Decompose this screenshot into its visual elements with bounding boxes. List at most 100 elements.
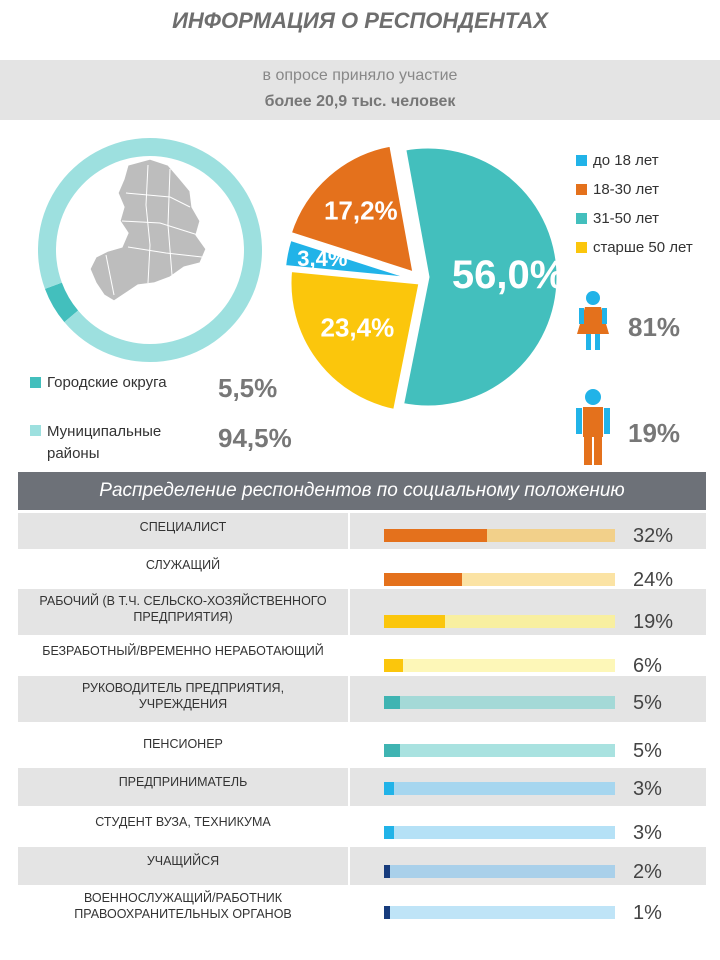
- legend-swatch-31-50: [576, 213, 587, 224]
- bar-label-line: ПРЕДПРИНИМАТЕЛЬ: [118, 775, 248, 789]
- pie-slice-18-30: [288, 143, 416, 276]
- legend-swatch-under18: [576, 155, 587, 166]
- bar-row-pupil: УЧАЩИЙСЯ 2%: [18, 847, 706, 885]
- urban-percent: 5,5%: [218, 373, 278, 403]
- bar-track-manager: [384, 696, 615, 709]
- bar-row-worker: РАБОЧИЙ (В Т.Ч. СЕЛЬСКО-ХОЗЯЙСТВЕННОГО ПР…: [18, 589, 706, 635]
- legend-label-over50: старше 50 лет: [593, 239, 693, 256]
- bar-label-pupil: УЧАЩИЙСЯ: [18, 853, 348, 869]
- bar-value-entrepreneur: 3%: [633, 778, 662, 800]
- bar-label-manager: РУКОВОДИТЕЛЬ ПРЕДПРИЯТИЯ, УЧРЕЖДЕНИЯ: [18, 680, 348, 712]
- legend-label-18-30: 18-30 лет: [593, 181, 659, 198]
- subtitle-band: [0, 60, 720, 120]
- bar-pupil: [384, 865, 391, 878]
- bar-label-employee: СЛУЖАЩИЙ: [18, 557, 348, 573]
- bar-row-entrepreneur: ПРЕДПРИНИМАТЕЛЬ 3%: [18, 768, 706, 806]
- bar-track-pupil: [384, 865, 615, 878]
- bar-value-unemployed: 6%: [633, 655, 662, 677]
- bar-label-line: ПЕНСИОНЕР: [143, 737, 223, 751]
- bar-value-student: 3%: [633, 822, 662, 844]
- pie-label-over50: 23,4%: [321, 312, 395, 342]
- legend-label-municipal-2: районы: [47, 445, 100, 462]
- bar-row-pensioner: ПЕНСИОНЕР 5%: [18, 730, 706, 766]
- bar-value-specialist: 32%: [633, 525, 674, 547]
- bar-label-line: РУКОВОДИТЕЛЬ ПРЕДПРИЯТИЯ,: [81, 681, 285, 695]
- legend-label-31-50: 31-50 лет: [593, 210, 659, 227]
- donut-segment-urban: [44, 282, 79, 323]
- bar-row-specialist: СПЕЦИАЛИСТ 32%: [18, 513, 706, 549]
- bar-employee: [384, 573, 462, 586]
- bar-row-manager: РУКОВОДИТЕЛЬ ПРЕДПРИЯТИЯ, УЧРЕЖДЕНИЯ 5%: [18, 676, 706, 722]
- legend-swatch-urban: [30, 377, 41, 388]
- bar-specialist: [384, 529, 488, 542]
- bar-worker: [384, 615, 446, 628]
- bar-track-unemployed: [384, 659, 615, 672]
- municipal-percent: 94,5%: [218, 423, 292, 453]
- age-legend: до 18 лет 18-30 лет 31-50 лет старше 50 …: [576, 152, 693, 256]
- bar-label-military: ВОЕННОСЛУЖАЩИЙ/РАБОТНИК ПРАВООХРАНИТЕЛЬНЫ…: [18, 890, 348, 922]
- female-percent: 81%: [628, 312, 681, 342]
- bar-track-employee: [384, 573, 615, 586]
- legend-swatch-over50: [576, 242, 587, 253]
- bar-label-line: РАБОЧИЙ (В Т.Ч. СЕЛЬСКО-ХОЗЯЙСТВЕННОГО: [39, 594, 327, 608]
- donut-ring: [38, 138, 262, 362]
- bar-label-pensioner: ПЕНСИОНЕР: [18, 736, 348, 752]
- bar-label-line: БЕЗРАБОТНЫЙ/ВРЕМЕННО НЕРАБОТАЮЩИЙ: [42, 644, 324, 658]
- bar-value-pupil: 2%: [633, 861, 662, 883]
- bar-student: [384, 826, 394, 839]
- bar-value-military: 1%: [633, 902, 662, 924]
- bar-track-military: [384, 906, 615, 919]
- bar-chart-title: Распределение респондентов по социальном…: [18, 472, 706, 510]
- pie-label-31-50: 56,0%: [452, 253, 565, 297]
- legend-urban: Городские округа: [30, 374, 167, 391]
- legend-municipal: Муниципальные районы: [30, 421, 161, 465]
- bar-track-specialist: [384, 529, 615, 542]
- male-percent: 19%: [628, 418, 681, 448]
- legend-swatch-municipal: [30, 425, 41, 436]
- subtitle-line-1: в опросе приняло участие: [262, 67, 458, 84]
- bar-track-worker: [384, 615, 615, 628]
- legend-item-18-30: 18-30 лет: [576, 181, 693, 198]
- bar-label-worker: РАБОЧИЙ (В Т.Ч. СЕЛЬСКО-ХОЗЯЙСТВЕННОГО ПР…: [18, 593, 348, 625]
- bar-label-line: СЛУЖАЩИЙ: [145, 558, 221, 572]
- bar-label-line: УЧРЕЖДЕНИЯ: [138, 697, 228, 711]
- bar-track-pensioner: [384, 744, 615, 757]
- legend-item-31-50: 31-50 лет: [576, 210, 693, 227]
- row-divider: [348, 676, 350, 722]
- bar-row-military: ВОЕННОСЛУЖАЩИЙ/РАБОТНИК ПРАВООХРАНИТЕЛЬНЫ…: [18, 886, 706, 932]
- pie-slice-under18: [282, 237, 415, 281]
- bar-military: [384, 906, 390, 919]
- bar-label-line: УЧАЩИЙСЯ: [146, 854, 220, 868]
- legend-label-urban: Городские округа: [47, 374, 167, 391]
- legend-label-municipal-1: Муниципальные: [47, 423, 162, 440]
- subtitle-line-2: более 20,9 тыс. человек: [264, 93, 456, 110]
- bar-label-line: ПРАВООХРАНИТЕЛЬНЫХ ОРГАНОВ: [74, 907, 292, 921]
- bar-unemployed: [384, 659, 404, 672]
- bar-label-specialist: СПЕЦИАЛИСТ: [18, 519, 348, 535]
- row-divider: [348, 768, 350, 806]
- age-pie-chart: 56,0%23,4%3,4%17,2%: [282, 143, 565, 413]
- bar-track-student: [384, 826, 615, 839]
- bar-label-line: ВОЕННОСЛУЖАЩИЙ/РАБОТНИК: [83, 891, 283, 905]
- pie-slices: 56,0%23,4%3,4%17,2%: [282, 143, 565, 413]
- bar-entrepreneur: [384, 782, 394, 795]
- legend-item-under18: до 18 лет: [576, 152, 693, 169]
- bar-row-unemployed: БЕЗРАБОТНЫЙ/ВРЕМЕННО НЕРАБОТАЮЩИЙ 6%: [18, 637, 706, 677]
- legend-swatch-18-30: [576, 184, 587, 195]
- pie-label-18-30: 17,2%: [324, 195, 398, 225]
- bar-value-manager: 5%: [633, 692, 662, 714]
- bar-label-line: СПЕЦИАЛИСТ: [139, 520, 227, 534]
- bar-label-entrepreneur: ПРЕДПРИНИМАТЕЛЬ: [18, 774, 348, 790]
- bar-pensioner: [384, 744, 401, 757]
- bar-label-unemployed: БЕЗРАБОТНЫЙ/ВРЕМЕННО НЕРАБОТАЮЩИЙ: [18, 643, 348, 659]
- bar-label-student: СТУДЕНТ ВУЗА, ТЕХНИКУМА: [18, 814, 348, 830]
- row-divider: [348, 589, 350, 635]
- bar-label-line: СТУДЕНТ ВУЗА, ТЕХНИКУМА: [95, 815, 271, 829]
- legend-label-under18: до 18 лет: [593, 152, 659, 169]
- man-icon: [576, 389, 610, 465]
- bar-row-employee: СЛУЖАЩИЙ 24%: [18, 551, 706, 591]
- bar-value-pensioner: 5%: [633, 740, 662, 762]
- bar-value-worker: 19%: [633, 611, 674, 633]
- page-title: ИНФОРМАЦИЯ О РЕСПОНДЕНТАХ: [172, 8, 548, 33]
- region-donut-chart: [38, 138, 262, 362]
